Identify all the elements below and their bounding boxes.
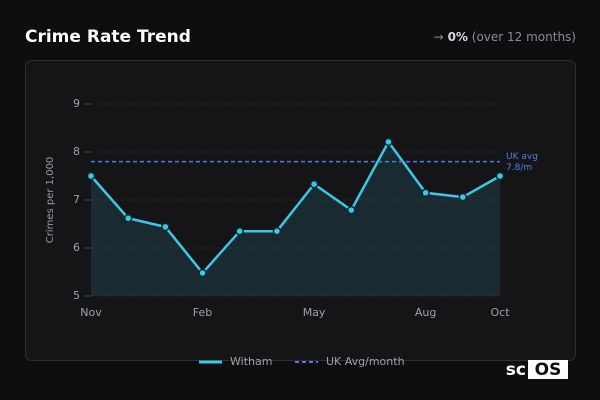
x-tick-label: Nov — [80, 306, 102, 319]
x-tick-label: Aug — [415, 306, 436, 319]
line — [90, 139, 501, 275]
y-tick-label: 9 — [73, 97, 80, 110]
point — [161, 222, 170, 232]
title: Crime Rate Trend — [25, 27, 191, 47]
point — [198, 268, 207, 278]
point — [347, 205, 356, 215]
y-tick-label: 5 — [73, 289, 80, 302]
y-axis-label: Crimes per 1,000 — [45, 157, 56, 244]
point — [495, 171, 505, 181]
point — [235, 226, 244, 236]
point — [458, 192, 468, 202]
legend-label: Witham — [230, 355, 272, 368]
point — [86, 171, 96, 181]
point — [123, 213, 133, 223]
point — [421, 188, 430, 198]
area — [91, 141, 500, 296]
logo-text: OS — [535, 360, 562, 380]
point — [309, 179, 319, 189]
logo-box — [528, 360, 568, 379]
point — [384, 137, 393, 147]
reference-label: 7.8/m — [506, 163, 532, 173]
x-tick-label: May — [303, 306, 326, 319]
x-tick-label: Feb — [193, 306, 212, 319]
trend-arrow: → — [434, 30, 444, 44]
trend-change: 0% — [448, 30, 468, 44]
y-tick-label: 8 — [73, 145, 80, 158]
chart-card — [25, 60, 576, 361]
y-tick-label: 7 — [73, 193, 80, 206]
reference-label: UK avg — [506, 152, 538, 162]
trend-period: (over 12 months) — [472, 30, 576, 44]
y-tick-label: 6 — [73, 241, 80, 254]
logo-text: sc — [506, 360, 526, 380]
legend-label: UK Avg/month — [326, 355, 405, 368]
point — [272, 226, 282, 236]
x-tick-label: Oct — [490, 306, 510, 319]
trend-summary: → 0% (over 12 months) — [434, 30, 576, 44]
